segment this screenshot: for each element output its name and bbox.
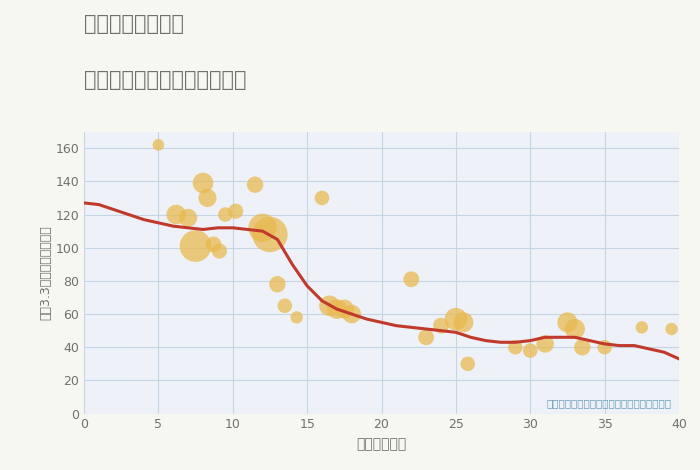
Point	[214, 247, 225, 255]
Point	[462, 360, 473, 368]
Point	[249, 181, 260, 188]
Point	[197, 179, 209, 187]
Point	[666, 325, 677, 333]
Text: 円の大きさは、取引のあった物件面積を示す: 円の大きさは、取引のあった物件面積を示す	[547, 399, 671, 408]
Point	[525, 347, 536, 354]
Point	[458, 319, 469, 326]
Text: 千葉県成田市吉岡: 千葉県成田市吉岡	[84, 14, 184, 34]
Point	[562, 319, 573, 326]
Point	[183, 214, 194, 222]
Point	[279, 302, 290, 310]
Point	[636, 323, 648, 331]
Point	[190, 243, 201, 250]
Point	[230, 207, 241, 215]
Point	[272, 281, 283, 288]
Point	[599, 344, 610, 351]
Point	[540, 340, 551, 348]
Point	[406, 275, 417, 283]
Point	[346, 310, 357, 318]
Point	[331, 306, 342, 313]
Point	[435, 322, 447, 329]
Point	[208, 241, 219, 248]
Point	[510, 344, 521, 351]
Point	[265, 231, 276, 238]
Point	[339, 306, 350, 313]
Text: 築年数別中古マンション価格: 築年数別中古マンション価格	[84, 70, 246, 91]
Point	[153, 141, 164, 149]
Point	[291, 313, 302, 321]
Point	[171, 211, 182, 218]
Point	[324, 302, 335, 310]
Point	[450, 315, 461, 323]
Point	[220, 211, 231, 218]
Point	[316, 194, 328, 202]
X-axis label: 築年数（年）: 築年数（年）	[356, 437, 407, 451]
Point	[577, 344, 588, 351]
Y-axis label: 坪（3.3㎡）単価（万円）: 坪（3.3㎡）単価（万円）	[39, 225, 52, 320]
Point	[421, 334, 432, 341]
Point	[202, 194, 213, 202]
Point	[257, 224, 268, 232]
Point	[569, 325, 580, 333]
